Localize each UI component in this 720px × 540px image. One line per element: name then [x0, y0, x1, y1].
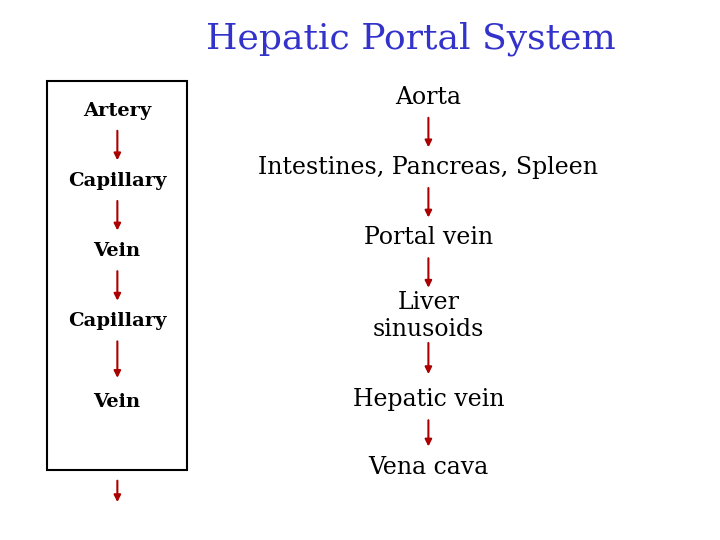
- Text: Aorta: Aorta: [395, 86, 462, 109]
- Text: Capillary: Capillary: [68, 172, 166, 190]
- Text: Vein: Vein: [94, 242, 140, 260]
- Text: Liver
sinusoids: Liver sinusoids: [373, 291, 484, 341]
- Text: Hepatic vein: Hepatic vein: [353, 388, 504, 411]
- Text: Portal vein: Portal vein: [364, 226, 493, 249]
- Text: Vein: Vein: [94, 393, 140, 411]
- Text: Artery: Artery: [83, 102, 151, 120]
- Text: Capillary: Capillary: [68, 312, 166, 330]
- Text: Vena cava: Vena cava: [368, 456, 489, 478]
- Text: Hepatic Portal System: Hepatic Portal System: [205, 22, 616, 56]
- Text: Intestines, Pancreas, Spleen: Intestines, Pancreas, Spleen: [258, 156, 598, 179]
- Bar: [47, 81, 187, 470]
